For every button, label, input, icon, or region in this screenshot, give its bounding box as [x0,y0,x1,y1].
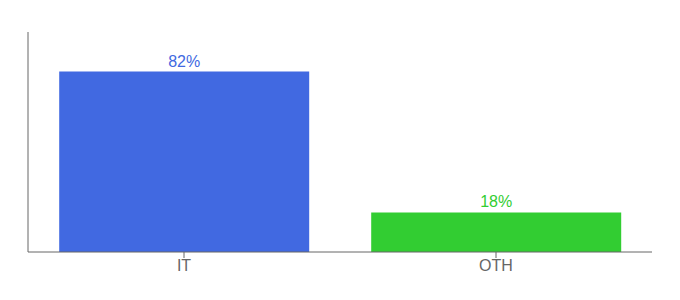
svg-text:IT: IT [177,257,191,274]
svg-text:82%: 82% [168,53,200,70]
svg-text:18%: 18% [480,193,512,210]
svg-text:OTH: OTH [479,257,513,274]
